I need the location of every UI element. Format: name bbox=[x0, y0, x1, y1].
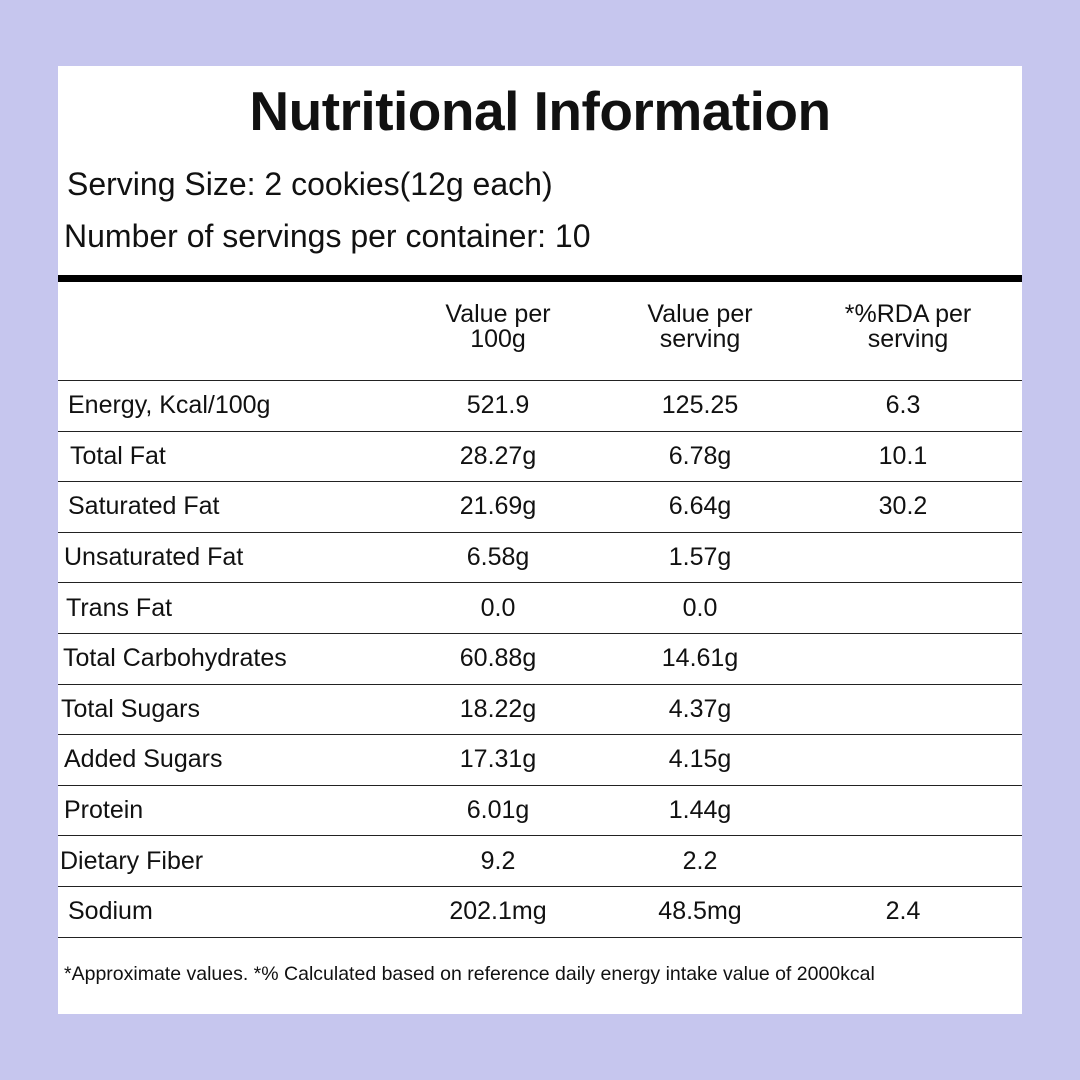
value-per-serving: 125.25 bbox=[661, 391, 739, 420]
footnote: *Approximate values. *% Calculated based… bbox=[64, 963, 875, 985]
rda-per-serving bbox=[803, 735, 1003, 785]
table-row: Total Fat 28.27g 6.78g 10.1 bbox=[58, 432, 1022, 483]
table-row: Total Sugars 18.22g 4.37g bbox=[58, 685, 1022, 736]
rda-per-serving bbox=[803, 583, 1003, 633]
rda-per-serving bbox=[803, 533, 1003, 583]
table-body: Energy, Kcal/100g 521.9 125.25 6.3 Total Fat… bbox=[58, 381, 1022, 938]
nutrient-name: Added Sugars bbox=[64, 745, 223, 774]
header-value-per-serving: Value per serving bbox=[600, 302, 800, 352]
header-value-per-serving-line2: serving bbox=[659, 325, 741, 353]
table-row: Sodium 202.1mg 48.5mg 2.4 bbox=[58, 887, 1022, 938]
rda-per-serving: 30.2 bbox=[878, 492, 928, 521]
header-divider bbox=[58, 275, 1022, 282]
nutrient-name: Unsaturated Fat bbox=[64, 543, 244, 572]
rda-per-serving bbox=[803, 685, 1003, 735]
table-row: Protein 6.01g 1.44g bbox=[58, 786, 1022, 837]
rda-per-serving: 10.1 bbox=[878, 441, 928, 470]
value-per-100g: 6.58g bbox=[466, 543, 530, 572]
rda-per-serving bbox=[803, 634, 1003, 684]
table-row: Added Sugars 17.31g 4.15g bbox=[58, 735, 1022, 786]
value-per-serving: 6.78g bbox=[668, 441, 732, 470]
nutrient-name: Saturated Fat bbox=[68, 492, 220, 521]
rda-per-serving: 2.4 bbox=[885, 897, 921, 926]
nutrient-name: Trans Fat bbox=[66, 593, 173, 622]
table-row: Saturated Fat 21.69g 6.64g 30.2 bbox=[58, 482, 1022, 533]
nutrient-name: Total Fat bbox=[70, 441, 166, 470]
nutrient-name: Dietary Fiber bbox=[60, 846, 204, 875]
rda-per-serving bbox=[803, 786, 1003, 836]
table-row: Unsaturated Fat 6.58g 1.57g bbox=[58, 533, 1022, 584]
value-per-100g: 0.0 bbox=[480, 593, 516, 622]
value-per-100g: 60.88g bbox=[459, 644, 537, 673]
table-row: Total Carbohydrates 60.88g 14.61g bbox=[58, 634, 1022, 685]
value-per-serving: 0.0 bbox=[682, 593, 718, 622]
value-per-serving: 14.61g bbox=[661, 644, 739, 673]
value-per-serving: 4.37g bbox=[668, 694, 732, 723]
header-value-per-100g-line1: Value per bbox=[445, 300, 551, 328]
value-per-serving: 4.15g bbox=[668, 745, 732, 774]
nutrient-name: Protein bbox=[64, 796, 144, 825]
table-header-row: Value per 100g Value per serving *%RDA p… bbox=[58, 282, 1022, 381]
value-per-100g: 17.31g bbox=[459, 745, 537, 774]
value-per-serving: 1.57g bbox=[668, 543, 732, 572]
rda-per-serving: 6.3 bbox=[885, 391, 921, 420]
nutrition-card: Nutritional Information Serving Size: 2 … bbox=[58, 66, 1022, 1014]
header-value-per-100g: Value per 100g bbox=[398, 302, 598, 352]
value-per-serving: 6.64g bbox=[668, 492, 732, 521]
value-per-100g: 18.22g bbox=[459, 694, 537, 723]
value-per-100g: 9.2 bbox=[480, 846, 516, 875]
value-per-100g: 521.9 bbox=[466, 391, 530, 420]
rda-per-serving bbox=[803, 836, 1003, 886]
value-per-100g: 28.27g bbox=[459, 441, 537, 470]
table-row: Energy, Kcal/100g 521.9 125.25 6.3 bbox=[58, 381, 1022, 432]
table-row: Trans Fat 0.0 0.0 bbox=[58, 583, 1022, 634]
nutrition-table: Value per 100g Value per serving *%RDA p… bbox=[58, 282, 1022, 938]
value-per-100g: 202.1mg bbox=[449, 897, 547, 926]
header-value-per-serving-line1: Value per bbox=[647, 300, 753, 328]
nutrient-name: Sodium bbox=[68, 897, 153, 926]
value-per-100g: 6.01g bbox=[466, 796, 530, 825]
header-rda-per-serving-line1: *%RDA per bbox=[844, 300, 972, 328]
nutrient-name: Total Carbohydrates bbox=[63, 644, 287, 673]
value-per-100g: 21.69g bbox=[459, 492, 537, 521]
nutrient-name: Total Sugars bbox=[61, 694, 200, 723]
value-per-serving: 2.2 bbox=[682, 846, 718, 875]
nutrient-name: Energy, Kcal/100g bbox=[68, 391, 271, 420]
header-rda-per-serving-line2: serving bbox=[867, 325, 949, 353]
servings-per-container: Number of servings per container: 10 bbox=[64, 218, 591, 254]
header-rda-per-serving: *%RDA per serving bbox=[808, 302, 1008, 352]
header-value-per-100g-line2: 100g bbox=[470, 325, 526, 353]
value-per-serving: 1.44g bbox=[668, 796, 732, 825]
serving-size: Serving Size: 2 cookies(12g each) bbox=[67, 166, 553, 202]
table-row: Dietary Fiber 9.2 2.2 bbox=[58, 836, 1022, 887]
value-per-serving: 48.5mg bbox=[658, 897, 742, 926]
page-title: Nutritional Information bbox=[249, 80, 831, 142]
